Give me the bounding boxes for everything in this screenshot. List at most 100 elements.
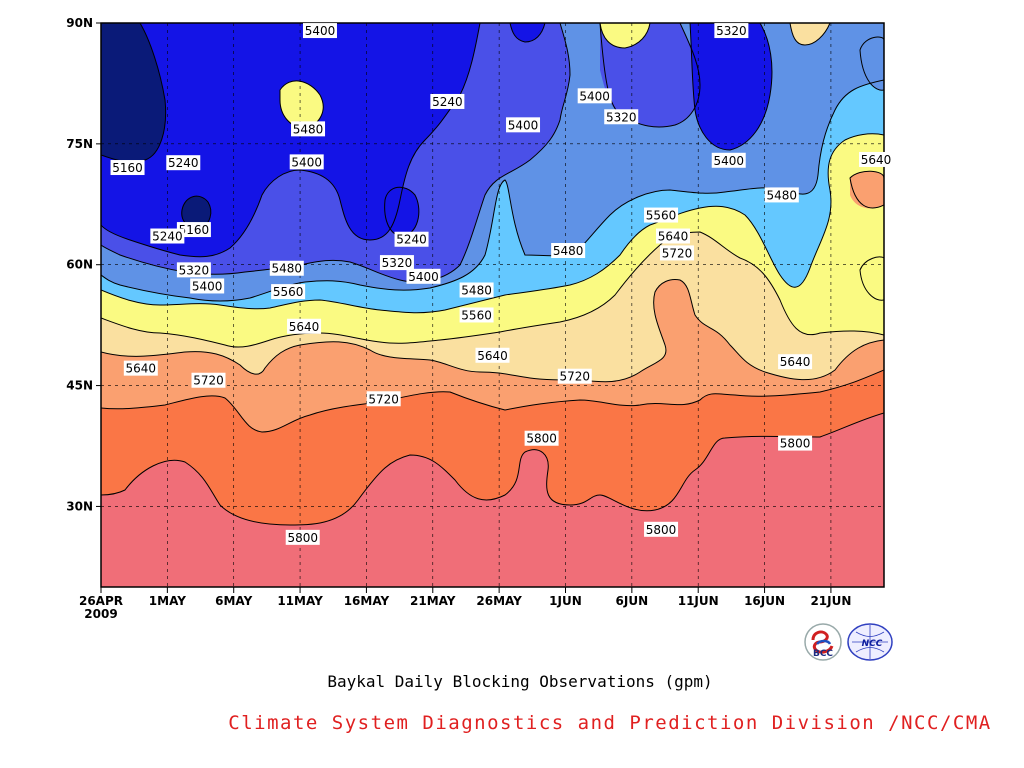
contour-label-box (285, 529, 320, 545)
contour-label-text: 5400 (508, 118, 539, 132)
band-5160 (101, 23, 772, 257)
contour-label: 5240 (394, 231, 429, 247)
contour-label: 5640 (778, 354, 813, 370)
contour-label: 5240 (430, 93, 465, 109)
bcc-logo-text: BCC (813, 649, 833, 659)
contour-label-text: 5160 (112, 161, 143, 175)
contour-label-text: 5640 (861, 153, 892, 167)
y-axis: 30N 45N 60N 75N 90N (66, 16, 101, 513)
contour-label-text: 5800 (526, 432, 557, 446)
blob-5240-may11 (280, 80, 324, 128)
contour-label: 5400 (289, 154, 324, 170)
y-tick-label: 30N (66, 499, 93, 513)
contour-label-box (190, 278, 225, 294)
contour-label: 5480 (291, 121, 326, 137)
contour-label-text: 5240 (152, 230, 183, 244)
contour-label-box (291, 121, 326, 137)
contour-label-text: 5720 (368, 392, 399, 406)
contour-label-text: 5560 (461, 308, 492, 322)
contour-label-box (269, 260, 304, 276)
contour-5560 (101, 231, 884, 348)
contour-label-box (524, 430, 559, 446)
contour-label: 5160 (176, 222, 211, 238)
contour-label-text: 5400 (579, 89, 610, 103)
y-tick-label: 60N (66, 258, 93, 272)
contour-label-text: 5400 (713, 154, 744, 168)
contour-label-box (475, 347, 510, 363)
contour-5720 (101, 369, 884, 433)
contour-label-box (176, 222, 211, 238)
contour-label-text: 5720 (193, 374, 224, 388)
credit-line: Climate System Diagnostics and Predictio… (228, 712, 992, 734)
contour-label-box (430, 93, 465, 109)
contour-label-box (557, 368, 592, 384)
x-tick-label: 21JUN (810, 594, 851, 608)
x-tick-label: 26APR (79, 594, 123, 608)
contour-label: 5720 (557, 368, 592, 384)
contour-label: 5320 (379, 255, 414, 271)
contour-label-text: 5800 (646, 523, 677, 537)
contour-label-text: 5640 (780, 355, 811, 369)
contour-label: 5800 (524, 430, 559, 446)
contour-label-text: 5400 (305, 24, 336, 38)
contour-label-text: 5640 (477, 349, 508, 363)
contour-label-text: 5320 (179, 263, 210, 277)
contour-label: 5720 (366, 391, 401, 407)
contour-label-box (764, 187, 799, 203)
contour-label-box (459, 282, 494, 298)
blob-yellow-top2 (790, 23, 830, 45)
contour-label-box (123, 360, 158, 376)
contour-label-text: 5480 (553, 244, 584, 258)
contour-label: 5720 (191, 372, 226, 388)
contour-label: 5720 (659, 245, 694, 260)
contour-label-box (778, 435, 813, 451)
contour-label-box (287, 318, 322, 334)
contour-5800 (101, 412, 884, 526)
contour-label: 5640 (123, 360, 158, 376)
contour-label-box (859, 151, 894, 167)
contour-label-box (406, 268, 441, 284)
blob-5160-may3 (181, 196, 211, 229)
contour-5480 (101, 133, 884, 314)
contour-label: 5480 (269, 260, 304, 276)
contour-label: 5800 (778, 435, 813, 451)
x-tick-label: 16MAY (344, 594, 390, 608)
y-tick-label: 75N (66, 137, 93, 151)
x-tick-label: 16JUN (744, 594, 785, 608)
contour-label: 5640 (287, 318, 322, 334)
plot-frame (100, 22, 885, 588)
contour-label-text: 5480 (272, 262, 303, 276)
contour-label-box (289, 154, 324, 170)
contour-label: 5400 (190, 278, 225, 294)
x-axis: 26APR 1MAY 6MAY 11MAY 16MAY 21MAY 26MAY 1JUN 6JU… (79, 587, 851, 621)
contour-label: 5560 (271, 284, 306, 300)
contour-label: 5240 (166, 155, 201, 171)
contour-label-box (379, 255, 414, 271)
contour-label-box (714, 23, 749, 39)
x-tick-label: 21MAY (410, 594, 456, 608)
contour-label: 5320 (714, 23, 749, 39)
contour-label-box (778, 354, 813, 370)
contour-label-box (394, 231, 429, 247)
contour-label-box (604, 109, 639, 125)
contour-label-box (644, 521, 679, 537)
x-tick-label: 26MAY (476, 594, 522, 608)
ncc-logo: NCC (847, 623, 893, 661)
chart-subtitle: Baykal Daily Blocking Observations (gpm) (327, 672, 713, 691)
y-tick-label: 90N (66, 16, 93, 30)
contour-label: 5320 (176, 262, 211, 278)
contour-label: 5480 (764, 187, 799, 203)
contour-label: 5800 (644, 521, 679, 537)
contour-label: 5560 (644, 207, 679, 223)
contour-label-text: 5240 (168, 156, 199, 170)
x-tick-label: 1JUN (549, 594, 582, 608)
contour-label-text: 5320 (716, 24, 747, 38)
x-tick-label: 6MAY (215, 594, 252, 608)
contour-label-text: 5480 (461, 283, 492, 297)
grid-lines (101, 23, 884, 587)
contour-label: 5480 (459, 282, 494, 298)
contour-label-text: 5240 (432, 95, 463, 109)
x-year-label: 2009 (84, 607, 117, 621)
band-5160-core (101, 23, 166, 163)
contour-label-box (655, 228, 690, 244)
